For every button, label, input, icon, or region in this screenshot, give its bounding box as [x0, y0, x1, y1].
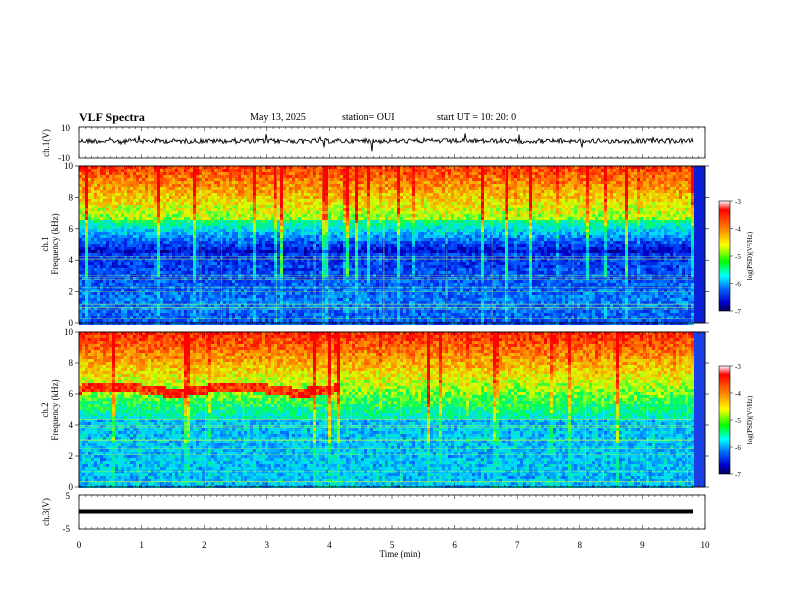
colorbar-tick-label: -3	[735, 363, 741, 371]
colorbar-tick-label: -4	[735, 226, 741, 234]
ch1-ytick-top: 10	[61, 123, 71, 133]
ch1-spectrogram-ytick-label: 2	[69, 287, 74, 297]
ch2-spectrogram-ytick-label: 8	[69, 358, 74, 368]
ch2-spectrogram-ytick-label: 4	[69, 420, 74, 430]
x-tick-label: 10	[701, 540, 711, 550]
x-tick-label: 2	[202, 540, 207, 550]
ch2-spectrogram-ylabel-line1: ch.2	[40, 402, 50, 417]
colorbar-tick-label: -3	[735, 198, 741, 206]
ch2-spectrogram-ytick-label: 6	[69, 389, 74, 399]
x-tick-label: 4	[327, 540, 332, 550]
x-tick-label: 1	[139, 540, 144, 550]
ch2-spectrogram-ytick-label: 2	[69, 451, 74, 461]
x-axis-label: Time (min)	[380, 549, 421, 559]
colorbar-tick-label: -4	[735, 390, 741, 398]
ch3-ytick-bottom: -5	[63, 524, 71, 534]
x-tick-label: 3	[265, 540, 270, 550]
ch1-waveform-line	[78, 133, 694, 152]
ch2-spectrogram	[79, 332, 694, 488]
ch2-colorbar-label: log(PSD)(V²/Hz)	[746, 395, 754, 444]
ch3-ytick-top: 5	[66, 491, 71, 501]
colorbar-tick-label: -7	[735, 471, 741, 479]
ch1-colorbar: -3 -4 -5 -6 -7	[718, 198, 741, 316]
ch2-colorbar: -3 -4 -5 -6 -7	[718, 363, 741, 479]
colorbar-tick-label: -6	[735, 444, 741, 452]
station-label: station= OUI	[342, 112, 395, 123]
colorbar-tick-label: -6	[735, 281, 741, 289]
x-tick-label: 9	[640, 540, 645, 550]
x-tick-label: 5	[390, 540, 395, 550]
x-tick-label: 6	[452, 540, 457, 550]
ch1-spectrogram-ylabel-line1: ch.1	[40, 236, 50, 251]
x-tick-label: 0	[77, 540, 82, 550]
date-label: May 13, 2025	[250, 112, 306, 123]
ch3-waveform-line	[79, 509, 693, 514]
ch1-spectrogram-ytick-label: 8	[69, 192, 74, 202]
ch1-spectrogram-ytick-label: 10	[64, 161, 74, 171]
ch1-spectrogram-ylabel-line2: Frequency (kHz)	[50, 213, 60, 274]
ch1-spectrogram-ytick-label: 6	[69, 224, 74, 234]
start-time-label: start UT = 10: 20: 0	[437, 112, 516, 123]
ch1-ytick-bottom: -10	[58, 153, 70, 163]
ch2-spectrogram-ylabel-line2: Frequency (kHz)	[50, 379, 60, 440]
ch1-waveform-ylabel: ch.1(V)	[41, 129, 51, 157]
colorbar-tick-label: -5	[735, 253, 741, 261]
ch1-spectrogram-ytick-label: 0	[69, 318, 74, 328]
ch2-spectrogram-ytick-label: 0	[69, 482, 74, 492]
ch3-waveform-ylabel: ch.3(V)	[41, 498, 51, 526]
colorbar-tick-label: -7	[735, 308, 741, 316]
ch1-spectrogram-ytick-label: 4	[69, 255, 74, 265]
colorbar-tick-label: -5	[735, 417, 741, 425]
ch2-spectrogram-ytick-label: 10	[64, 327, 74, 337]
x-tick-label: 7	[515, 540, 520, 550]
chart-title: VLF Spectra	[79, 110, 145, 125]
ch1-colorbar-label: log(PSD)(V²/Hz)	[746, 231, 754, 280]
ch1-spectrogram	[79, 166, 694, 325]
x-tick-label: 8	[578, 540, 583, 550]
